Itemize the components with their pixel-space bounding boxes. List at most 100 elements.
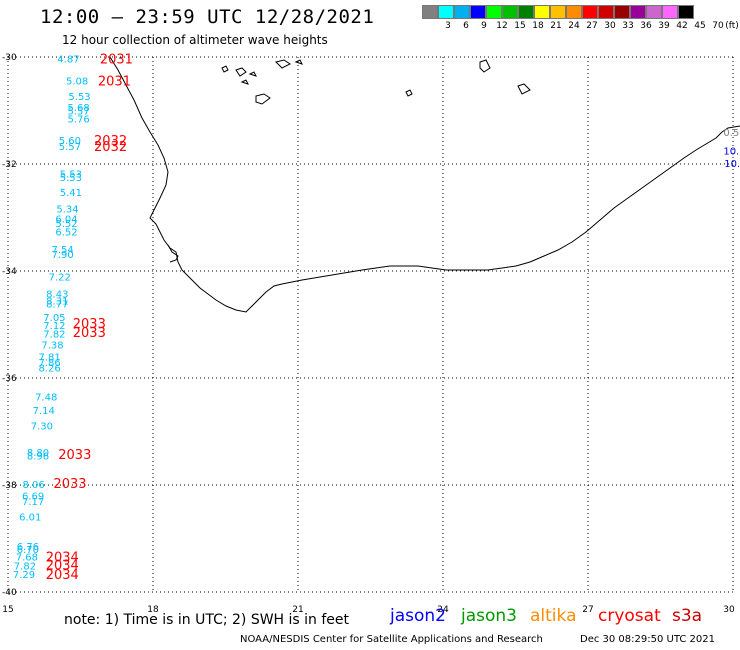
pass-time-label: 2032 [94,140,127,155]
footer-note: note: 1) Time is in UTC; 2) SWH is in fe… [64,612,350,628]
pass-time-label: 2033 [58,448,91,463]
wave-height-value: 10. [724,159,740,170]
wave-height-value: 6.01 [19,513,41,524]
wave-height-value: 6.69 [22,492,44,503]
wave-height-value: 7.30 [31,422,53,433]
pass-time-label: 2032 [94,134,127,149]
scale-swatch-4 [486,5,502,19]
island-10 [240,79,249,85]
wave-height-value: 7.38 [41,340,63,351]
legend-jason3: jason3 [461,606,517,626]
longitude-label: 30 [723,605,735,615]
wave-height-value: 10.5 [723,147,740,158]
scale-swatch-15 [662,5,678,19]
wave-height-value: 7.29 [13,570,35,581]
wave-height-value: 8.77 [46,300,68,311]
scale-label: 24 [568,21,580,31]
latitude-label: -38 [2,481,17,491]
legend-altika: altika [530,606,577,626]
wave-height-value: 5.68 [67,103,89,114]
wave-height-value: 5.60 [59,136,81,147]
scale-swatch-10 [582,5,598,19]
wave-height-value: 8.26 [38,363,60,374]
pass-time-label: 2034 [46,551,79,566]
longitude-label: 15 [2,605,13,615]
longitude-label: 21 [292,605,303,615]
scale-swatch-6 [518,5,534,19]
pass-time-label: 2034 [46,559,79,574]
scale-label: 18 [532,21,544,31]
scale-label: 70 [712,21,724,31]
pass-time-label: 2031 [98,75,131,90]
wave-height-value: 5.08 [66,77,88,88]
island-4 [255,93,271,105]
wave-height-value: 7.81 [38,353,60,364]
wave-height-observations: 4.875.085.535.685.575.765.605.575.535.53… [13,55,740,581]
generated-timestamp: Dec 30 08:29:50 UTC 2021 [580,634,715,645]
longitude-label: 27 [582,605,593,615]
scale-label: 21 [550,21,562,31]
color-scale-labels: 3 6 9 12 15 18 21 24 27 30 33 36 39 42 45 70 (ft) [422,21,740,35]
wave-height-value: 4.87 [57,55,79,66]
scale-swatch-14 [646,5,662,19]
pass-time-label: 2031 [100,53,133,68]
island-8 [479,59,491,73]
wave-height-value: 5.76 [67,115,89,126]
wave-height-value: 6.70 [17,545,39,556]
pass-time-label: 2033 [53,477,86,492]
scale-swatch-16 [678,5,694,19]
wave-height-value: 8.06 [23,480,45,491]
wave-height-value: 7.90 [52,250,74,261]
legend-s3a: s3a [672,606,703,626]
legend-jason2: jason2 [390,606,446,626]
wave-height-value: 6.76 [17,542,39,553]
latitude-label: -34 [2,267,17,277]
wave-height-value: 7.14 [33,406,55,417]
pass-time-label: 2034 [46,568,79,583]
page-title: 12:00 – 23:59 UTC 12/28/2021 [40,6,375,28]
scale-label: 27 [586,21,598,31]
wave-height-value: 7.22 [49,272,71,283]
wave-height-value: 7.17 [22,497,44,508]
credit-line: NOAA/NESDIS Center for Satellite Applica… [240,634,543,645]
coastline-mainland [109,56,740,313]
wave-height-value: 5.57 [59,142,81,153]
wave-height-value: 7.82 [43,330,65,341]
pass-time-labels: 2031203120322032203320332033203320342034… [46,53,133,583]
island-9 [517,83,531,95]
grid-lines [7,56,734,593]
island-2 [235,67,247,77]
scale-swatch-9 [566,5,582,19]
longitude-labels: 15 18 21 24 27 30 [2,605,735,615]
scale-label: 15 [514,21,526,31]
latitude-label: -32 [2,160,17,170]
wave-height-value: 5.52 [55,219,77,230]
scale-swatch-2 [454,5,470,19]
legend-cryosat: cryosat [598,606,661,626]
wave-height-value: 7.82 [14,561,36,572]
island-6 [294,59,303,65]
wave-height-value: 5.53 [60,170,82,181]
scale-swatch-12 [614,5,630,19]
scale-label: 12 [496,21,508,31]
latitude-label: -36 [2,374,17,384]
scale-label: 3 [445,21,451,31]
longitude-label: 24 [437,605,449,615]
wave-height-value: 7.12 [43,321,65,332]
wave-height-value: 0.5 [723,128,739,139]
scale-label: 6 [463,21,469,31]
scale-swatch-3 [470,5,486,19]
island-3 [248,71,257,77]
coastline [109,56,740,313]
wave-height-value: 7.05 [43,313,65,324]
scale-unit: (ft) [725,21,739,31]
wave-height-value: 8.31 [46,296,68,307]
scale-swatch-11 [598,5,614,19]
wave-height-value: 5.53 [60,173,82,184]
wave-height-value: 8.80 [27,448,49,459]
coastline-inner-bay [167,244,179,263]
wave-height-value: 6.52 [55,227,77,238]
wave-height-value: 7.86 [38,358,60,369]
scale-label: 30 [604,21,616,31]
